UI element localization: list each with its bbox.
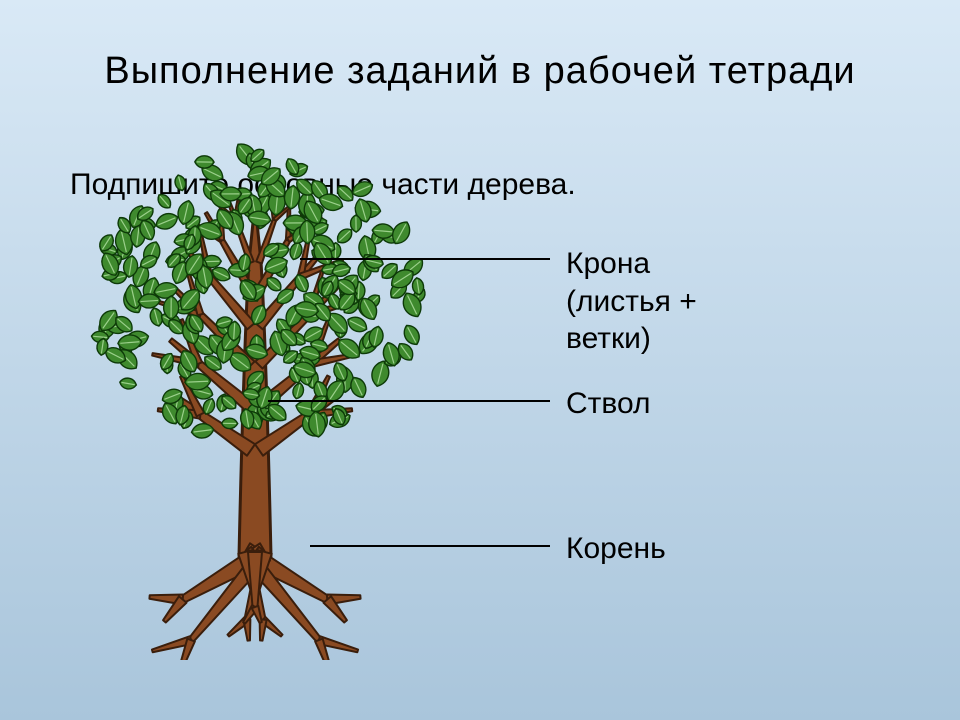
leader-line-root bbox=[310, 545, 550, 547]
slide: Выполнение заданий в рабочей тетради Под… bbox=[0, 0, 960, 720]
slide-title: Выполнение заданий в рабочей тетради bbox=[0, 48, 960, 96]
crown-group bbox=[91, 140, 428, 440]
label-trunk: Ствол bbox=[566, 385, 651, 423]
label-crown: Крона (листья + ветки) bbox=[566, 245, 697, 358]
label-root: Корень bbox=[566, 530, 666, 568]
leader-line-crown bbox=[300, 258, 550, 260]
leader-line-trunk bbox=[268, 400, 550, 402]
